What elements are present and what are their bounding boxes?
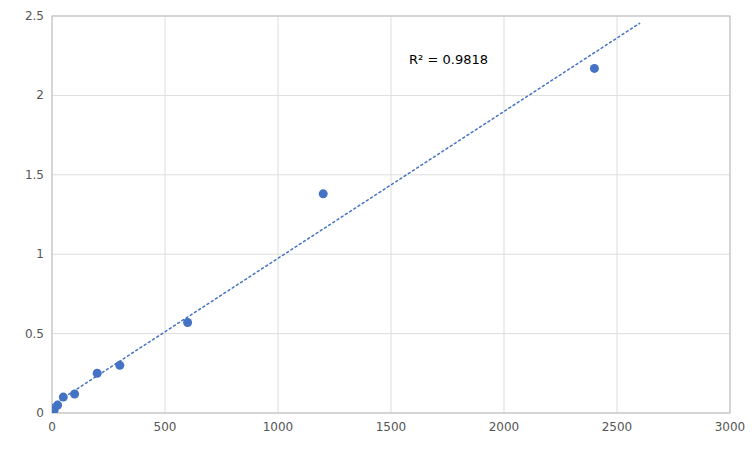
plot-frame	[52, 16, 730, 413]
y-tick-label: 0	[36, 406, 44, 420]
scatter-point	[183, 318, 192, 327]
trend-line	[52, 23, 640, 405]
tick-labels: 0 500 1000 1500 2000 2500 3000 0 0.5 1 1.5 2 2.5	[25, 9, 745, 434]
y-grid-line	[52, 174, 730, 175]
scatter-point	[70, 389, 79, 398]
plot-background	[52, 16, 730, 413]
y-tick-label: 1	[36, 247, 44, 261]
x-tick-label: 3000	[715, 420, 746, 434]
y-grid-line	[52, 95, 730, 96]
x-tick-label: 2500	[602, 420, 633, 434]
x-grid-line	[391, 16, 392, 413]
y-tick-label: 0.5	[25, 327, 44, 341]
scatter-point	[319, 189, 328, 198]
x-grid-line	[504, 16, 505, 413]
annotation: R² = 0.9818	[409, 52, 488, 67]
x-tick-label: 2000	[489, 420, 520, 434]
y-tick-label: 2	[36, 88, 44, 102]
x-tick-label: 0	[48, 420, 56, 434]
scatter-point	[93, 369, 102, 378]
plot-area	[52, 23, 640, 413]
scatter-point	[53, 401, 62, 410]
y-grid-line	[52, 254, 730, 255]
y-tick-label: 1.5	[25, 168, 44, 182]
x-tick-label: 1000	[263, 420, 294, 434]
grid	[52, 16, 730, 413]
x-tick-label: 500	[154, 420, 177, 434]
scatter-point	[59, 393, 68, 402]
x-grid-line	[278, 16, 279, 413]
scatter-point	[115, 361, 124, 370]
x-grid-line	[617, 16, 618, 413]
chart: 0 500 1000 1500 2000 2500 3000 0 0.5 1 1.5 2 2.5 R² =…	[0, 0, 752, 451]
x-grid-line	[165, 16, 166, 413]
scatter-point	[590, 64, 599, 73]
y-tick-label: 2.5	[25, 9, 44, 23]
y-grid-line	[52, 333, 730, 334]
x-tick-label: 1500	[376, 420, 407, 434]
